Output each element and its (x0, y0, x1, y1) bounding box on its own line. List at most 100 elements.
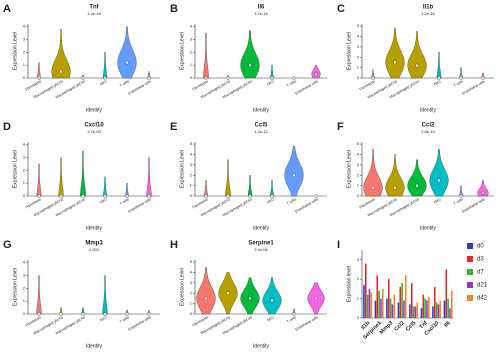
bar (439, 300, 442, 318)
y-tick-label: 1 (190, 62, 193, 67)
panel-subtitle: 0.003 (89, 247, 100, 252)
panel-subtitle: 1.2e-12 (254, 129, 268, 134)
violin (262, 277, 282, 315)
median-box (37, 194, 41, 198)
median-box (437, 76, 441, 80)
median-box (81, 76, 85, 80)
median-box (204, 194, 208, 198)
bar (393, 294, 396, 318)
x-tick-label: Ccl5 (405, 320, 417, 332)
median-box (147, 76, 151, 80)
y-tick-label: 3 (357, 257, 360, 262)
violin (429, 149, 449, 197)
y-tick-label: 3 (23, 36, 26, 41)
y-tick-label: 0 (23, 75, 26, 80)
y-tick-label: 1 (357, 65, 360, 70)
violin (270, 64, 274, 79)
median-box (59, 69, 63, 74)
y-tick-label: 2 (357, 54, 360, 59)
median-box (314, 296, 318, 301)
violin (117, 26, 137, 79)
median-box (270, 194, 274, 198)
violin (196, 267, 216, 315)
median-box (81, 312, 85, 316)
bar (374, 300, 377, 318)
bar (449, 308, 451, 318)
panel-title: Ccl5 (255, 123, 268, 129)
panel-title: Tnf (89, 5, 99, 11)
x-tick-label: Fibroblasts (25, 315, 42, 327)
x-tick-label: NKC (266, 315, 275, 322)
violin (36, 163, 42, 197)
bar (399, 286, 402, 318)
bar (363, 284, 365, 318)
violin (363, 149, 383, 197)
bar (389, 298, 392, 318)
bar (366, 294, 369, 318)
bar (397, 302, 400, 318)
bar (447, 298, 449, 318)
median-box (371, 186, 375, 190)
x-tick-label: Fibroblasts (359, 197, 376, 209)
panel-title: Il1b (423, 5, 434, 11)
panel-letter: D (3, 121, 11, 133)
bar (405, 275, 407, 318)
violin (240, 277, 260, 315)
legend-label: d7 (477, 270, 484, 276)
median-box (103, 76, 107, 80)
violin (459, 185, 463, 197)
median-box (292, 76, 296, 80)
median-box (292, 312, 296, 316)
y-tick-label: 5 (357, 23, 360, 28)
bar (432, 306, 434, 318)
x-tick-label: NKC (99, 197, 108, 204)
median-box (204, 296, 208, 301)
x-tick-label: NKC (433, 197, 442, 204)
bar (380, 298, 382, 318)
panel-subtitle: 1.2e-16 (87, 11, 101, 16)
violin (37, 62, 41, 79)
violin (240, 30, 260, 79)
x-axis-label: Identity (253, 225, 270, 231)
violin (247, 175, 253, 197)
y-tick-label: 1 (23, 298, 26, 303)
bar (426, 300, 428, 318)
x-tick-label: Il6 (443, 320, 452, 329)
bar (370, 292, 373, 318)
bar (364, 263, 367, 318)
panel-subtitle: 1.7e-03 (87, 129, 101, 134)
violin (203, 32, 209, 79)
x-tick-label: T cells (119, 197, 130, 206)
median-box (459, 76, 463, 80)
x-tick-label: Endothelial cells (294, 197, 319, 214)
median-box (415, 63, 419, 68)
x-tick-label: Endothelial cells (461, 79, 486, 96)
median-box (415, 183, 419, 188)
y-tick-label: 3 (190, 280, 193, 285)
x-axis-label: Identity (420, 225, 437, 231)
bar (428, 296, 430, 318)
median-box (292, 173, 296, 177)
bar (437, 304, 440, 318)
violin (477, 180, 489, 197)
y-tick-label: 0 (357, 193, 360, 198)
violin (385, 28, 405, 79)
violin (385, 154, 405, 197)
bar (416, 302, 419, 318)
x-tick-label: Fibroblasts (192, 315, 209, 327)
median-box (59, 194, 63, 198)
x-axis-label: Identity (86, 343, 103, 349)
x-tick-label: T cells (119, 315, 130, 324)
y-tick-label: 4 (190, 24, 193, 29)
x-tick-label: NKC (266, 79, 275, 86)
y-axis-label: Expression Level (179, 268, 185, 306)
median-box (393, 186, 397, 190)
bar (391, 304, 394, 318)
y-tick-label: 3 (357, 44, 360, 49)
panel-letter: I (337, 239, 340, 251)
y-tick-label: 1 (357, 183, 360, 188)
y-tick-label: 5 (357, 141, 360, 146)
panel-letter: E (170, 121, 177, 133)
